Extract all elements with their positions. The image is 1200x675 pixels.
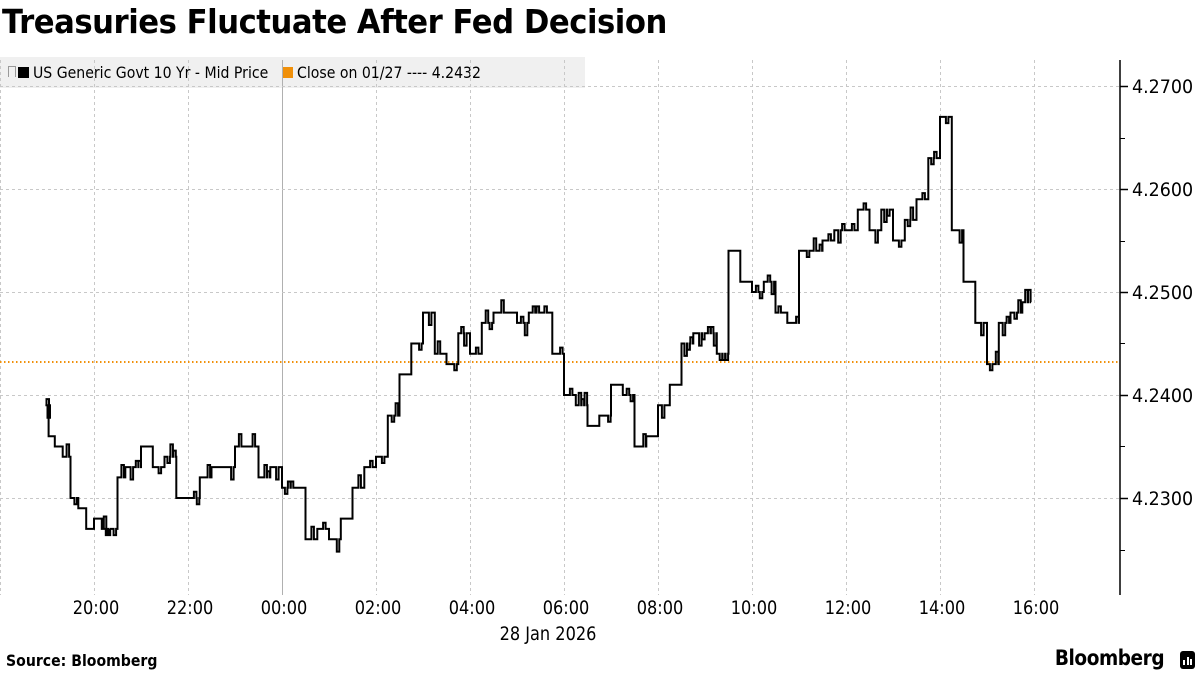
x-tick-label: 10:00 bbox=[730, 597, 778, 619]
legend-close-label: Close on 01/27 ---- 4.2432 bbox=[297, 63, 482, 82]
y-tick-label: 4.2600 bbox=[1132, 178, 1194, 201]
x-tick-label: 04:00 bbox=[448, 597, 496, 619]
x-tick-label: 00:00 bbox=[260, 597, 308, 619]
x-tick-label: 08:00 bbox=[636, 597, 684, 619]
bloomberg-logo-icon bbox=[1180, 651, 1195, 669]
y-tick-label: 4.2700 bbox=[1132, 75, 1194, 98]
source-note: Source: Bloomberg bbox=[6, 651, 158, 670]
y-tick-label: 4.2500 bbox=[1132, 281, 1194, 304]
x-tick-label: 06:00 bbox=[542, 597, 590, 619]
chart-title: Treasuries Fluctuate After Fed Decision bbox=[2, 2, 667, 41]
gridlines bbox=[0, 60, 1120, 595]
x-tick-label: 22:00 bbox=[166, 597, 214, 619]
y-tick-label: 4.2300 bbox=[1132, 487, 1194, 510]
legend: US Generic Govt 10 Yr - Mid Price Close … bbox=[0, 57, 585, 88]
legend-item-series[interactable]: US Generic Govt 10 Yr - Mid Price bbox=[8, 63, 300, 82]
bloomberg-logo-text: Bloomberg bbox=[1054, 646, 1165, 670]
close-swatch bbox=[282, 67, 294, 78]
x-tick-label: 20:00 bbox=[72, 597, 120, 619]
x-tick-label: 12:00 bbox=[824, 597, 872, 619]
x-date-label: 28 Jan 2026 bbox=[499, 623, 597, 645]
y-axis-ticks bbox=[1120, 85, 1128, 551]
legend-item-close[interactable]: Close on 01/27 ---- 4.2432 bbox=[282, 63, 506, 82]
price-series bbox=[45, 115, 1032, 553]
x-tick-label: 14:00 bbox=[918, 597, 966, 619]
y-tick-label: 4.2400 bbox=[1132, 384, 1194, 407]
x-tick-label: 16:00 bbox=[1012, 597, 1060, 619]
legend-series-label: US Generic Govt 10 Yr - Mid Price bbox=[33, 63, 269, 82]
series-swatch bbox=[18, 67, 29, 78]
pin-icon[interactable] bbox=[8, 66, 16, 77]
x-tick-label: 02:00 bbox=[354, 597, 402, 619]
